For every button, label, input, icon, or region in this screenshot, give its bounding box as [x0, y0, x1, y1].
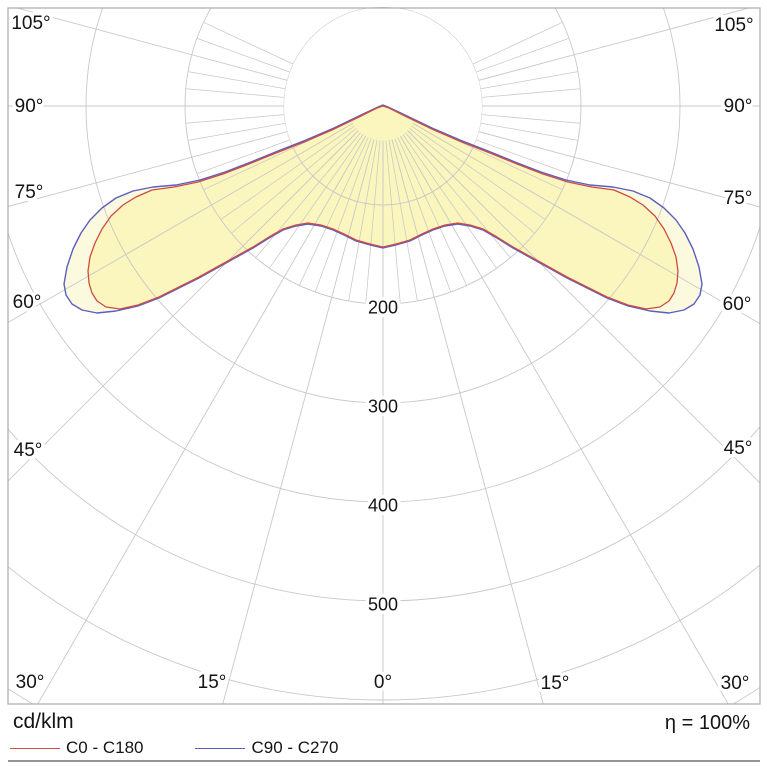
- angle-label: 75°: [15, 182, 44, 203]
- grid-ray-minor: [404, 132, 511, 258]
- grid-ray-minor: [269, 134, 364, 269]
- angle-label: 60°: [13, 292, 42, 313]
- grid-ray-major: [8, 135, 367, 704]
- plot-border: [7, 7, 761, 705]
- curve-c90-c270: [63, 104, 703, 314]
- grid-ray-minor: [231, 127, 357, 234]
- angle-label: 30°: [16, 672, 45, 693]
- unit-label: cd/klm: [13, 710, 74, 733]
- grid-ray-minor: [385, 140, 401, 304]
- legend-entry-c90-c270: C90 - C270: [195, 738, 338, 758]
- legend-label-c90-c270: C90 - C270: [251, 738, 339, 757]
- legend-blue-line: [195, 747, 246, 749]
- grid-ray-major: [399, 135, 760, 704]
- angle-label: 15°: [541, 673, 570, 694]
- grid-ray-minor: [411, 125, 546, 220]
- grid-ray-minor: [185, 108, 349, 124]
- grid-ray-minor: [417, 108, 581, 124]
- grid-ray-minor: [196, 37, 351, 95]
- ring-value-label: 400: [368, 495, 398, 515]
- grid-ray-minor: [402, 134, 497, 269]
- grid-ray-minor: [298, 137, 369, 286]
- angle-label: 15°: [198, 672, 227, 693]
- legend-entry-c0-c180: C0 - C180: [10, 738, 143, 758]
- grid-ray-minor: [394, 138, 452, 293]
- grid-ray-minor: [415, 37, 570, 95]
- grid-ray-minor: [388, 140, 418, 302]
- grid-ray-minor: [365, 140, 381, 304]
- grid-ray-major: [391, 139, 630, 704]
- grid-ray-minor: [414, 21, 563, 92]
- grid-ray-major: [8, 114, 350, 353]
- bottom-divider-line: [8, 760, 760, 762]
- angle-label: 105°: [11, 13, 50, 34]
- grid-ray-minor: [185, 88, 349, 104]
- angle-label: 30°: [721, 673, 750, 694]
- angle-label: 45°: [724, 438, 753, 459]
- grid-ray-minor: [417, 88, 581, 104]
- angle-label: 75°: [724, 188, 753, 209]
- angle-label: 90°: [15, 96, 44, 117]
- grid-ray-minor: [314, 138, 372, 293]
- grid-ray-major: [8, 130, 359, 704]
- angle-label: 45°: [14, 440, 43, 461]
- grid-ray-major: [136, 139, 375, 704]
- grid-ray-minor: [203, 21, 352, 92]
- ring-value-label: 200: [368, 297, 398, 317]
- grid-ray-minor: [220, 125, 355, 220]
- angle-label: 60°: [723, 294, 752, 315]
- grid-ray-major: [8, 7, 350, 98]
- grid-ray-major: [407, 130, 760, 704]
- ring-value-label: 300: [368, 396, 398, 416]
- grid-ray-minor: [397, 137, 468, 286]
- legend-red-line: [10, 747, 60, 749]
- grid-ray-minor: [348, 140, 378, 302]
- curve-legend: C0 - C180 C90 - C270: [10, 738, 390, 758]
- efficiency-label: η = 100%: [664, 712, 750, 734]
- grid-ray-major: [416, 7, 760, 98]
- ring-value-label: 500: [368, 594, 398, 614]
- grid-ray-major: [412, 122, 760, 582]
- curve-c0-c180: [87, 105, 679, 310]
- angle-label: 90°: [724, 96, 753, 117]
- legend-label-c0-c180: C0 - C180: [66, 738, 144, 757]
- grid-ray-major: [416, 114, 760, 353]
- angle-label: 0°: [374, 672, 392, 693]
- angle-label: 105°: [714, 15, 753, 36]
- grid-ray-minor: [409, 127, 535, 234]
- grid-ray-major: [8, 122, 354, 582]
- grid-ray-minor: [255, 132, 362, 258]
